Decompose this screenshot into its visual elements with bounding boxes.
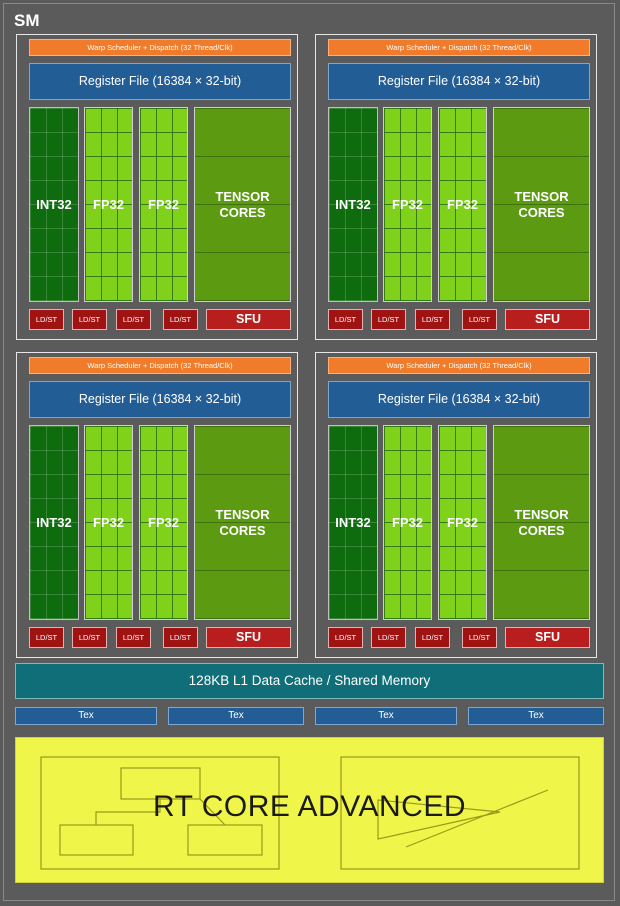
bvh-box-outline	[40, 756, 280, 870]
ldst-unit: LD/ST	[462, 309, 497, 330]
tensor-cores: TENSOR CORES	[493, 107, 590, 302]
warp-scheduler: Warp Scheduler + Dispatch (32 Thread/Clk…	[29, 39, 291, 56]
fp32-unit-b: FP32	[438, 107, 487, 302]
ldst-unit: LD/ST	[328, 309, 363, 330]
fp32-label: FP32	[446, 515, 479, 530]
tensor-label-line2: CORES	[518, 204, 565, 220]
triangle-shape	[377, 799, 501, 840]
ldst-unit: LD/ST	[72, 309, 107, 330]
fp32-label: FP32	[92, 515, 125, 530]
ldst-unit: LD/ST	[328, 627, 363, 648]
ray-line	[405, 789, 549, 848]
fp32-label: FP32	[147, 515, 180, 530]
bvh-node-left	[59, 824, 134, 856]
tex-unit: Tex	[315, 707, 457, 725]
register-file: Register File (16384 × 32-bit)	[29, 381, 291, 418]
bvh-node-right	[187, 824, 263, 856]
int32-label: INT32	[36, 197, 72, 212]
tensor-label-line1: TENSOR	[514, 188, 569, 204]
tensor-cores: TENSOR CORES	[194, 107, 291, 302]
fp32-unit-a: FP32	[84, 425, 133, 620]
sfu-unit: SFU	[505, 627, 590, 648]
int32-unit: INT32	[328, 107, 378, 302]
tex-unit: Tex	[168, 707, 304, 725]
tensor-label-line2: CORES	[219, 522, 266, 538]
tensor-cores: TENSOR CORES	[493, 425, 590, 620]
fp32-unit-a: FP32	[84, 107, 133, 302]
int32-unit: INT32	[29, 107, 79, 302]
int32-unit: INT32	[328, 425, 378, 620]
tensor-label-line1: TENSOR	[215, 506, 270, 522]
ldst-unit: LD/ST	[72, 627, 107, 648]
fp32-unit-b: FP32	[438, 425, 487, 620]
warp-scheduler: Warp Scheduler + Dispatch (32 Thread/Clk…	[328, 357, 590, 374]
fp32-unit-a: FP32	[383, 107, 432, 302]
tensor-label-line1: TENSOR	[215, 188, 270, 204]
rt-core-diagram	[40, 756, 580, 870]
fp32-unit-b: FP32	[139, 425, 188, 620]
bvh-edge-left	[95, 799, 161, 825]
processing-block-3: Warp Scheduler + Dispatch (32 Thread/Clk…	[16, 352, 298, 658]
int32-label: INT32	[36, 515, 72, 530]
register-file: Register File (16384 × 32-bit)	[328, 381, 590, 418]
register-file: Register File (16384 × 32-bit)	[328, 63, 590, 100]
sfu-unit: SFU	[206, 309, 291, 330]
fp32-label: FP32	[391, 515, 424, 530]
bvh-edge-right	[199, 798, 226, 826]
fp32-label: FP32	[147, 197, 180, 212]
sm-title: SM	[14, 11, 40, 30]
rt-core: RT CORE ADVANCED	[15, 737, 604, 883]
register-file: Register File (16384 × 32-bit)	[29, 63, 291, 100]
processing-block-2: Warp Scheduler + Dispatch (32 Thread/Clk…	[315, 34, 597, 340]
ldst-unit: LD/ST	[163, 627, 198, 648]
processing-block-4: Warp Scheduler + Dispatch (32 Thread/Clk…	[315, 352, 597, 658]
l1-data-cache: 128KB L1 Data Cache / Shared Memory	[15, 663, 604, 699]
int32-unit: INT32	[29, 425, 79, 620]
tensor-label-line2: CORES	[518, 522, 565, 538]
fp32-unit-a: FP32	[383, 425, 432, 620]
ldst-unit: LD/ST	[29, 627, 64, 648]
ldst-unit: LD/ST	[29, 309, 64, 330]
warp-scheduler: Warp Scheduler + Dispatch (32 Thread/Clk…	[29, 357, 291, 374]
fp32-label: FP32	[391, 197, 424, 212]
ldst-unit: LD/ST	[116, 627, 151, 648]
tensor-label-line2: CORES	[219, 204, 266, 220]
tensor-label-line1: TENSOR	[514, 506, 569, 522]
processing-block-1: Warp Scheduler + Dispatch (32 Thread/Clk…	[16, 34, 298, 340]
ldst-unit: LD/ST	[462, 627, 497, 648]
ldst-unit: LD/ST	[415, 627, 450, 648]
fp32-label: FP32	[446, 197, 479, 212]
sfu-unit: SFU	[206, 627, 291, 648]
rt-core-label: RT CORE ADVANCED	[152, 790, 467, 823]
fp32-label: FP32	[92, 197, 125, 212]
tensor-cores: TENSOR CORES	[194, 425, 291, 620]
ldst-unit: LD/ST	[163, 309, 198, 330]
ldst-unit: LD/ST	[371, 309, 406, 330]
sfu-unit: SFU	[505, 309, 590, 330]
int32-label: INT32	[335, 197, 371, 212]
ldst-unit: LD/ST	[116, 309, 151, 330]
tex-unit: Tex	[15, 707, 157, 725]
tex-unit: Tex	[468, 707, 604, 725]
ldst-unit: LD/ST	[415, 309, 450, 330]
intersection-box-outline	[340, 756, 580, 870]
ldst-unit: LD/ST	[371, 627, 406, 648]
int32-label: INT32	[335, 515, 371, 530]
fp32-unit-b: FP32	[139, 107, 188, 302]
warp-scheduler: Warp Scheduler + Dispatch (32 Thread/Clk…	[328, 39, 590, 56]
